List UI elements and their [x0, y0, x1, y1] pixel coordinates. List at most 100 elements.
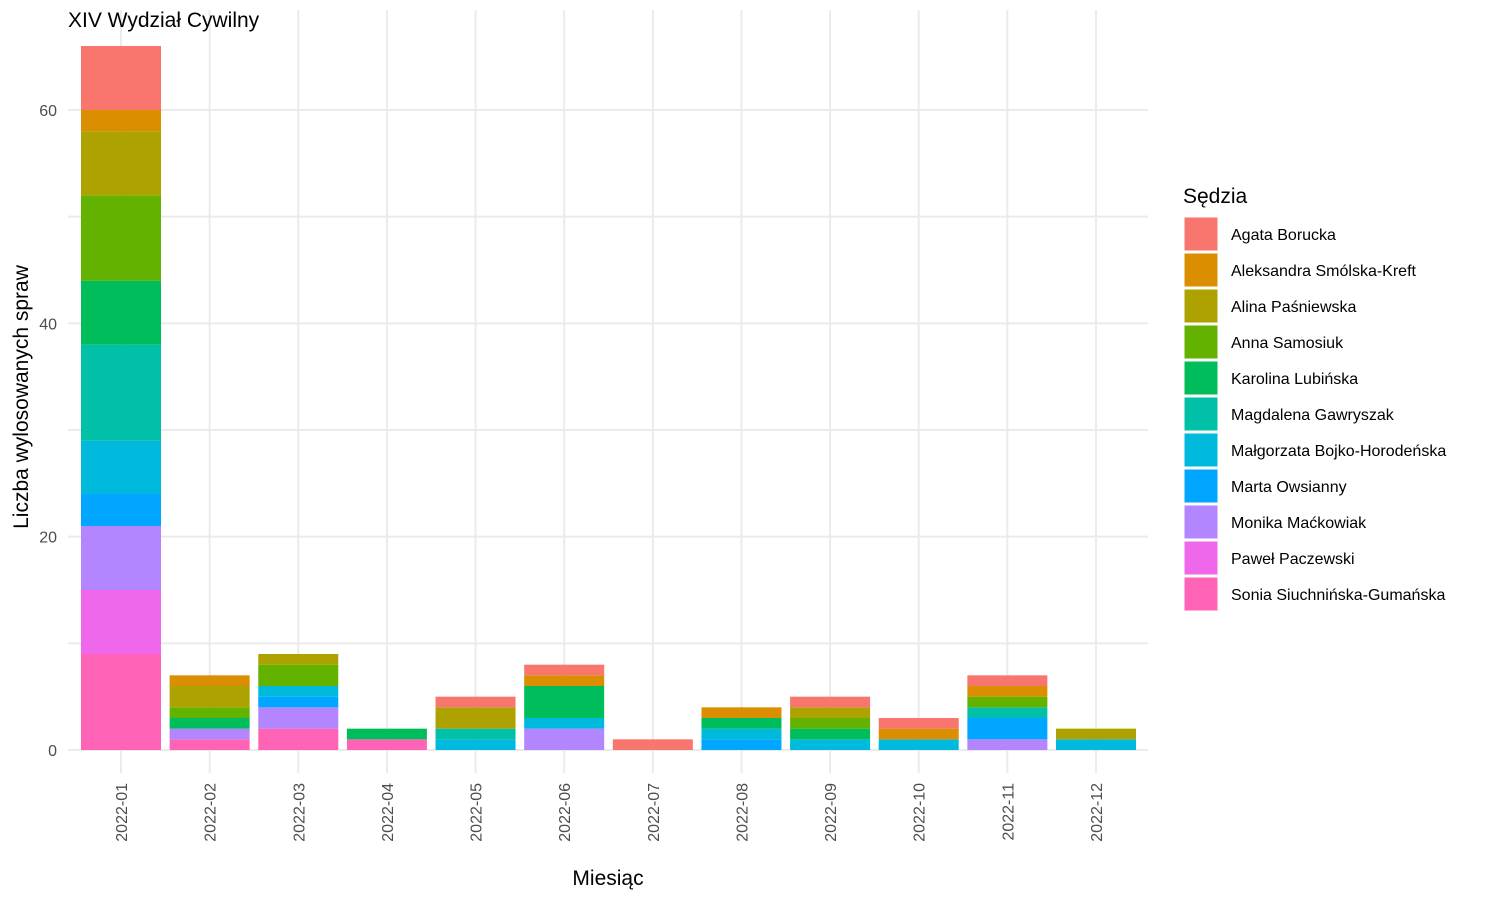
legend-label: Sonia Siuchnińska-Gumańska [1231, 587, 1445, 604]
x-tick-label: 2022-03 [291, 783, 308, 842]
bar-segment [258, 654, 339, 665]
bar-segment [967, 707, 1048, 718]
bar-segment [169, 707, 250, 718]
bar-segment [346, 739, 427, 750]
bar-segment [81, 195, 161, 281]
legend-swatch [1183, 252, 1219, 288]
bar-segment [967, 686, 1048, 697]
bar-segment [967, 718, 1048, 740]
bar-segment [790, 718, 871, 729]
x-tick-label: 2022-08 [734, 783, 751, 842]
y-tick-label: 0 [48, 743, 57, 760]
bar-segment [790, 728, 871, 740]
legend-label: Monika Maćkowiak [1231, 515, 1367, 532]
bar-segment [435, 707, 516, 729]
x-tick-label: 2022-04 [380, 783, 397, 842]
legend-label: Marta Owsianny [1231, 479, 1347, 496]
bar-segment [524, 728, 605, 750]
y-tick-label: 20 [39, 530, 57, 547]
legend-swatch [1183, 576, 1219, 612]
bar-segment [81, 344, 161, 441]
x-tick-label: 2022-01 [114, 783, 131, 842]
y-tick-label: 60 [39, 103, 57, 120]
bar-segment [81, 110, 161, 132]
legend: Sędzia Agata Borucka Aleksandra Smólska-K… [1183, 185, 1446, 612]
bar-segment [790, 739, 871, 750]
bar-segment [169, 739, 250, 750]
bar-segment [81, 526, 161, 590]
bar-segment [258, 707, 339, 729]
bar-segment [524, 664, 605, 676]
legend-label: Aleksandra Smólska-Kreft [1231, 263, 1417, 280]
legend-swatch [1183, 288, 1219, 324]
bar-segment [967, 675, 1048, 686]
bar-segment [524, 686, 605, 718]
x-tick-label: 2022-02 [203, 783, 220, 842]
x-tick-label: 2022-06 [557, 783, 574, 842]
bar-segment [81, 46, 161, 110]
bar-segment [258, 696, 339, 708]
bar-segment [878, 728, 959, 740]
bar-segment [701, 739, 782, 750]
legend-swatch [1183, 360, 1219, 396]
legend-swatch [1183, 216, 1219, 252]
bar-segment [81, 654, 161, 750]
bar-segment [701, 707, 782, 718]
bar-segment [1056, 728, 1136, 740]
bar-segment [81, 494, 161, 526]
bar-segment [169, 728, 250, 740]
bar-segment [258, 686, 339, 697]
legend-label: Paweł Paczewski [1231, 551, 1355, 568]
bar-segment [790, 707, 871, 718]
bar-segment [81, 590, 161, 654]
bar-segment [346, 728, 427, 740]
x-tick-label: 2022-11 [1000, 783, 1017, 841]
y-axis-title: Liczba wylosowanych spraw [10, 264, 33, 529]
bar-segment [790, 696, 871, 708]
bar-segment [81, 131, 161, 196]
legend-swatch [1183, 324, 1219, 360]
x-tick-label: 2022-05 [469, 783, 486, 842]
legend-label: Anna Samosiuk [1231, 335, 1344, 352]
legend-swatch [1183, 432, 1219, 468]
grid-layer [68, 10, 1148, 773]
y-tick-label: 40 [39, 316, 57, 333]
bar-segment [524, 718, 605, 729]
bar-segment [612, 739, 693, 750]
legend-label: Agata Borucka [1231, 227, 1336, 244]
bar-segment [81, 280, 161, 345]
legend-label: Małgorzata Bojko-Horodeńska [1231, 443, 1446, 460]
bar-segment [1056, 739, 1136, 750]
bar-segment [967, 696, 1048, 708]
chart-title: XIV Wydział Cywilny [68, 9, 260, 32]
bar-segment [81, 440, 161, 494]
bar-segment [878, 718, 959, 729]
bar-segment [169, 718, 250, 729]
legend-label: Alina Paśniewska [1231, 299, 1357, 316]
legend-swatch [1183, 468, 1219, 504]
bar-segment [435, 696, 516, 708]
bars-layer [81, 46, 1136, 750]
x-axis-title: Miesiąc [572, 867, 643, 890]
x-tick-label: 2022-09 [823, 783, 840, 842]
bar-segment [701, 728, 782, 740]
y-axis-ticks: 0 20 40 60 [39, 103, 57, 760]
legend-swatch [1183, 396, 1219, 432]
bar-segment [169, 686, 250, 708]
x-tick-label: 2022-12 [1089, 783, 1106, 842]
bar-segment [878, 739, 959, 750]
legend-swatch [1183, 540, 1219, 576]
legend-title: Sędzia [1183, 185, 1248, 208]
bar-segment [435, 739, 516, 750]
bar-segment [169, 675, 250, 686]
bar-segment [435, 728, 516, 740]
bar-segment [524, 675, 605, 686]
x-axis-ticks: 2022-01 2022-02 2022-03 2022-04 2022-05 2022-… [114, 783, 1106, 842]
bar-segment [258, 664, 339, 686]
legend-label: Karolina Lubińska [1231, 371, 1358, 388]
legend-items: Agata Borucka Aleksandra Smólska-Kreft Ali… [1183, 216, 1446, 612]
legend-swatch [1183, 504, 1219, 540]
x-tick-label: 2022-07 [646, 783, 663, 842]
bar-segment [967, 739, 1048, 750]
